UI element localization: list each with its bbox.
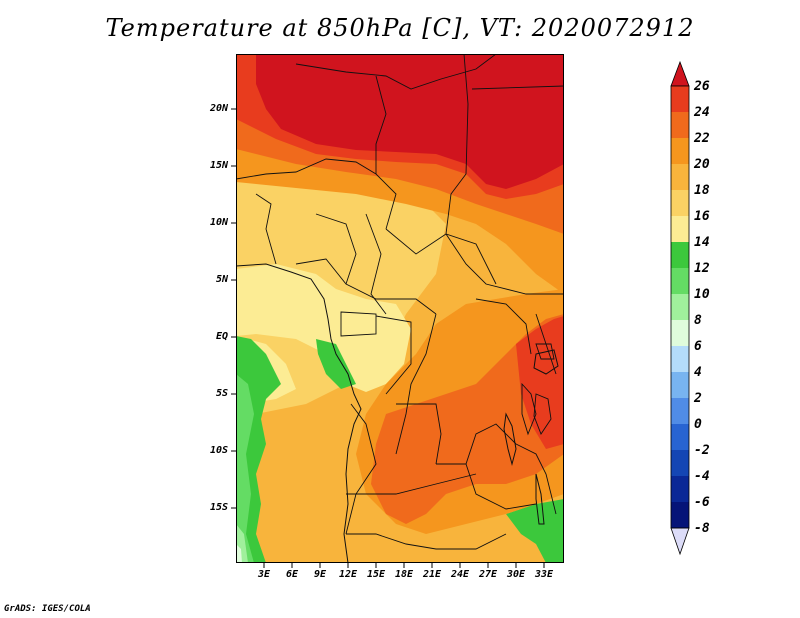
- lat-label-5s: 5S: [215, 388, 228, 399]
- field-22-24-north: [236, 109, 564, 234]
- lon-label-33e: 33E: [534, 569, 554, 580]
- field-12-14-gabon: [316, 339, 356, 389]
- colorbar-label-26: 26: [694, 79, 710, 94]
- colorbar-frame: [670, 85, 690, 529]
- lon-ticks: [263, 563, 545, 568]
- lon-label-9e: 9E: [313, 569, 327, 580]
- colorbar-label-m4: -4: [694, 469, 710, 484]
- lat-label-10s: 10S: [209, 445, 228, 456]
- colorbar-12-14: [671, 242, 689, 268]
- colorbar-label-6: 6: [694, 339, 702, 354]
- lake-tanganyika: [503, 412, 517, 466]
- colorbar-10-12: [671, 268, 689, 294]
- map-svg: [236, 54, 564, 563]
- coastline: [236, 263, 362, 563]
- colorbar-m4-m2: [671, 450, 689, 476]
- colorbar-m2-0: [671, 424, 689, 450]
- field-10-12-coast: [236, 374, 254, 563]
- map-frame: [236, 54, 564, 563]
- lon-label-12e: 12E: [338, 569, 358, 580]
- colorbar-label-14: 14: [694, 235, 710, 250]
- lake-malawi: [535, 473, 545, 525]
- colorbar-label-16: 16: [694, 209, 710, 224]
- colorbar-label-18: 18: [694, 183, 710, 198]
- lon-label-24e: 24E: [450, 569, 470, 580]
- colorbar-2-4: [671, 372, 689, 398]
- lon-label-27e: 27E: [478, 569, 498, 580]
- colorbar-label-2: 2: [694, 391, 702, 406]
- field-12-14-se: [506, 499, 564, 563]
- field-22-24: [371, 314, 564, 524]
- colorbar-label-22: 22: [694, 131, 710, 146]
- lon-label-3e: 3E: [257, 569, 271, 580]
- lat-label-5n: 5N: [215, 274, 228, 285]
- colorbar-label-m2: -2: [694, 443, 710, 458]
- colorbar-label-12: 12: [694, 261, 710, 276]
- colorbar-label-10: 10: [694, 287, 710, 302]
- colorbar-above: [670, 60, 690, 87]
- country-borders: [236, 54, 564, 563]
- lat-label-10n: 10N: [209, 217, 228, 228]
- colorbar-6-8: [671, 320, 689, 346]
- lat-label-eq: EQ: [215, 331, 228, 342]
- colorbar-label-8: 8: [694, 313, 702, 328]
- lon-label-21e: 21E: [422, 569, 442, 580]
- colorbar-label-0: 0: [694, 417, 702, 432]
- lat-label-20n: 20N: [209, 103, 228, 114]
- field-14-16: [236, 264, 411, 392]
- field-6-8-coast: [236, 544, 242, 563]
- colorbar-22-24: [671, 112, 689, 138]
- colorbar-14-16: [671, 216, 689, 242]
- lon-label-18e: 18E: [394, 569, 414, 580]
- colorbar-8-10: [671, 294, 689, 320]
- colorbar-m8-m6: [671, 502, 689, 528]
- colorbar-label-4: 4: [694, 365, 702, 380]
- colorbar-label-m6: -6: [694, 495, 710, 510]
- colorbar-below: [670, 527, 690, 556]
- colorbar-m6-m4: [671, 476, 689, 502]
- colorbar-4-6: [671, 346, 689, 372]
- lake-victoria: [533, 349, 559, 375]
- colorbar-label-24: 24: [694, 105, 710, 120]
- lon-label-15e: 15E: [366, 569, 386, 580]
- lat-label-15n: 15N: [209, 160, 228, 171]
- lat-label-15s: 15S: [209, 502, 228, 513]
- lon-label-6e: 6E: [285, 569, 299, 580]
- colorbar-18-20: [671, 164, 689, 190]
- colorbar-0-2: [671, 398, 689, 424]
- colorbar-24-26: [671, 86, 689, 112]
- colorbar-20-22: [671, 138, 689, 164]
- lon-label-30e: 30E: [506, 569, 526, 580]
- credit-text: GrADS: IGES/COLA: [4, 604, 91, 614]
- temperature-map: [236, 54, 564, 563]
- field-16-18: [236, 159, 446, 416]
- colorbar: [670, 60, 690, 556]
- chart-title: Temperature at 850hPa [C], VT: 202007291…: [105, 14, 695, 42]
- field-above-26-north: [256, 54, 564, 189]
- lat-ticks: [231, 108, 236, 509]
- colorbar-16-18: [671, 190, 689, 216]
- colorbar-label-m8: -8: [694, 521, 710, 536]
- colorbar-label-20: 20: [694, 157, 710, 172]
